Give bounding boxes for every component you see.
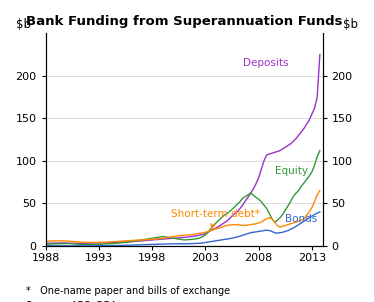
Y-axis label: $b: $b [343, 18, 358, 31]
Text: Equity: Equity [275, 166, 307, 176]
Text: Short-term debt*: Short-term debt* [171, 209, 260, 228]
Text: Sources: ABS; RBA: Sources: ABS; RBA [26, 301, 117, 302]
Title: Bank Funding from Superannuation Funds: Bank Funding from Superannuation Funds [26, 15, 342, 28]
Text: Bonds: Bonds [285, 214, 318, 224]
Text: *   One-name paper and bills of exchange: * One-name paper and bills of exchange [26, 286, 230, 296]
Y-axis label: $b: $b [16, 18, 31, 31]
Text: Deposits: Deposits [243, 58, 288, 68]
